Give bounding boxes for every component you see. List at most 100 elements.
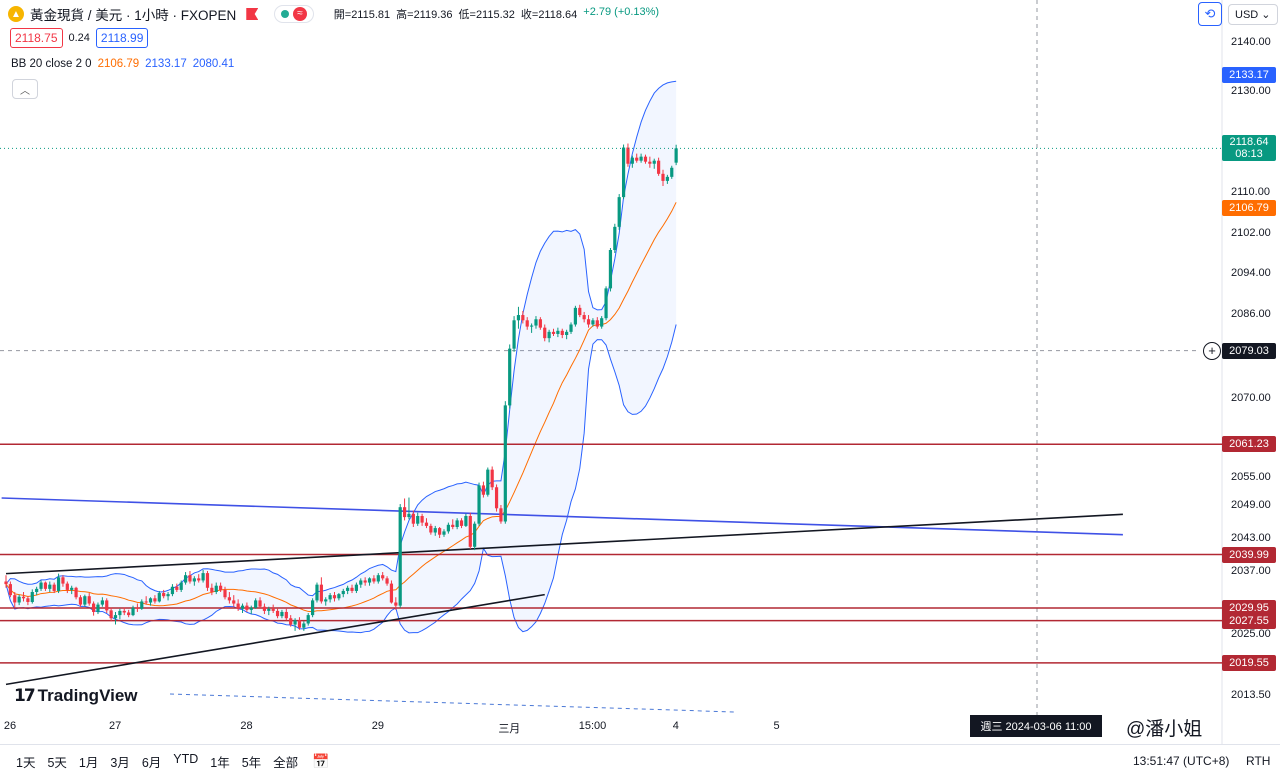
candle-body <box>236 603 240 609</box>
x-tick-label: 28 <box>240 720 253 732</box>
dashed-projection-line <box>169 693 736 713</box>
candle-body <box>131 607 135 616</box>
price-tag: 2039.99 <box>1222 546 1276 563</box>
flag-icon[interactable] <box>246 8 259 20</box>
candle-body <box>578 307 582 316</box>
session-toggle[interactable]: RTH <box>1246 754 1271 768</box>
candle-body <box>451 524 455 527</box>
candle-body <box>188 575 192 582</box>
price-chart[interactable] <box>0 0 1280 744</box>
candle-body <box>284 611 288 619</box>
calendar-goto-icon[interactable]: 📅 <box>312 752 330 769</box>
range-button[interactable]: 5年 <box>241 755 262 770</box>
price-tag: 2106.79 <box>1222 200 1276 217</box>
candle-body <box>332 595 337 599</box>
candle-body <box>148 598 153 603</box>
candle-body <box>367 578 372 583</box>
author-text: @潘小姐 <box>1126 719 1203 740</box>
candle-body <box>21 596 26 599</box>
candle-body <box>556 330 560 334</box>
tradingview-watermark[interactable]: 𝟭𝟳 TradingView <box>14 686 138 706</box>
candle-body <box>201 573 205 581</box>
candle-body <box>26 598 30 602</box>
candle-body <box>626 147 630 164</box>
range-button[interactable]: 6月 <box>141 755 162 770</box>
chart-header: ▲ 黃金現貨 / 美元 · 1小時 · FXOPEN ≈ 開=2115.81 高… <box>8 4 659 24</box>
candle-body <box>166 594 170 597</box>
candle-body <box>503 405 507 522</box>
range-button[interactable]: 1天 <box>16 755 36 770</box>
sync-icon[interactable]: ⟲ <box>1198 2 1222 26</box>
candle-body <box>105 600 109 611</box>
sell-button[interactable]: 2118.75 <box>10 28 63 48</box>
candle-body <box>604 288 608 319</box>
range-button[interactable]: 1月 <box>78 755 99 770</box>
y-tick-label: 2043.00 <box>1231 532 1271 544</box>
candle-body <box>4 581 8 585</box>
candle-body <box>162 593 166 597</box>
candle-body <box>306 615 310 624</box>
top-right-controls: ⟲ USD ⌄ <box>1198 2 1278 26</box>
candle-body <box>442 531 446 535</box>
candle-body <box>341 590 345 595</box>
x-tick-label: 29 <box>371 720 385 732</box>
candle-body <box>477 485 481 524</box>
candle-body <box>591 320 595 325</box>
candle-body <box>402 507 407 518</box>
candle-body <box>657 160 661 174</box>
y-tick-label: 2140.00 <box>1231 36 1271 48</box>
candle-body <box>35 588 39 592</box>
candle-body <box>381 575 385 579</box>
candle-body <box>516 315 521 321</box>
range-button[interactable]: 3月 <box>110 755 130 770</box>
clock[interactable]: 13:51:47 (UTC+8) <box>1133 754 1230 768</box>
candle-body <box>267 608 271 611</box>
candle-body <box>271 608 275 611</box>
candle-body <box>674 148 678 163</box>
x-tick-label: 三月 <box>498 723 521 735</box>
market-status-pill[interactable]: ≈ <box>274 5 314 23</box>
collapse-legend-button[interactable]: ︿ <box>12 79 38 99</box>
range-button[interactable]: 全部 <box>273 755 299 770</box>
range-button[interactable]: 5天 <box>47 755 67 770</box>
candle-body <box>249 607 253 610</box>
add-alert-plus-icon[interactable]: + <box>1203 341 1221 360</box>
candle-body <box>48 584 52 589</box>
candle-body <box>573 307 577 325</box>
bb-legend[interactable]: BB 20 close 2 0 2106.79 2133.17 2080.41 <box>11 58 234 70</box>
range-button[interactable]: YTD <box>173 751 199 766</box>
candle-body <box>560 330 564 335</box>
candle-body <box>153 598 157 602</box>
candle-body <box>293 620 297 625</box>
candle-body <box>87 596 91 604</box>
symbol-title[interactable]: 黃金現貨 / 美元 · 1小時 · FXOPEN <box>30 8 237 23</box>
candle-body <box>512 320 516 349</box>
candle-body <box>319 584 323 602</box>
candle-body <box>670 167 674 177</box>
candle-body <box>429 525 433 533</box>
last-price-label: 2118.64 <box>1229 136 1269 149</box>
candle-body <box>521 315 525 321</box>
candle-body <box>569 324 573 332</box>
candle-body <box>394 602 398 606</box>
trendline-lower-black <box>5 593 545 686</box>
candle-body <box>547 331 551 339</box>
candle-body <box>411 513 415 524</box>
candle-body <box>65 583 69 590</box>
market-open-dot-icon <box>281 10 290 18</box>
candle-body <box>661 173 665 181</box>
candle-body <box>232 600 236 604</box>
ohlc-values: 開=2115.81 高=2119.36 低=2115.32 收=2118.64 … <box>334 6 659 22</box>
candle-body <box>96 604 100 612</box>
currency-select[interactable]: USD ⌄ <box>1228 3 1278 25</box>
currency-label: USD <box>1235 8 1259 21</box>
candle-body <box>582 315 586 320</box>
candle-body <box>157 593 161 602</box>
author-watermark: @潘小姐 <box>1126 714 1202 741</box>
candle-body <box>328 595 332 600</box>
last-price-tag: 2118.64 08:13 <box>1222 135 1276 162</box>
candles <box>4 143 678 631</box>
range-button[interactable]: 1年 <box>210 755 230 770</box>
candle-body <box>363 580 367 583</box>
buy-button[interactable]: 2118.99 <box>95 28 149 48</box>
